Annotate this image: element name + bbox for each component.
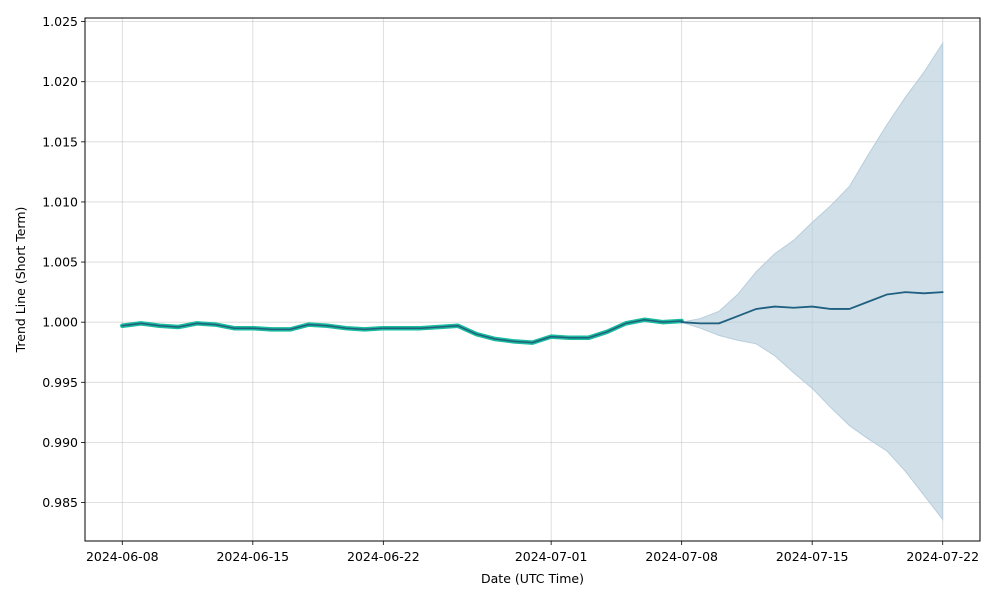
x-tick-label: 2024-07-22 xyxy=(906,549,979,564)
y-axis-ticks: 0.985 0.990 0.995 1.000 1.005 1.010 1.015 1.020… xyxy=(42,14,85,510)
y-tick-label: 1.020 xyxy=(42,74,78,89)
y-axis-label: Trend Line (Short Term) xyxy=(13,207,28,354)
x-tick-label: 2024-07-15 xyxy=(776,549,849,564)
y-tick-label: 0.995 xyxy=(42,375,78,390)
y-tick-label: 0.985 xyxy=(42,495,78,510)
x-tick-label: 2024-06-22 xyxy=(347,549,420,564)
y-tick-label: 1.010 xyxy=(42,194,78,209)
y-tick-label: 1.015 xyxy=(42,134,78,149)
x-axis-label: Date (UTC Time) xyxy=(481,571,584,586)
x-tick-label: 2024-06-15 xyxy=(216,549,289,564)
y-tick-label: 1.000 xyxy=(42,315,78,330)
forecast-confidence-band xyxy=(681,41,944,521)
history-trend-line xyxy=(121,319,683,344)
y-tick-label: 0.990 xyxy=(42,435,78,450)
x-tick-label: 2024-07-08 xyxy=(645,549,718,564)
y-tick-label: 1.005 xyxy=(42,255,78,270)
plot-frame xyxy=(84,17,981,542)
y-tick-label: 1.025 xyxy=(42,14,78,29)
confidence-band-area xyxy=(681,41,944,521)
forecast-series-line xyxy=(680,291,944,325)
x-tick-label: 2024-06-08 xyxy=(86,549,159,564)
series-lines xyxy=(120,291,944,345)
x-axis-ticks: 2024-06-08 2024-06-15 2024-06-22 2024-07-01… xyxy=(86,541,979,564)
x-tick-label: 2024-07-01 xyxy=(515,549,588,564)
